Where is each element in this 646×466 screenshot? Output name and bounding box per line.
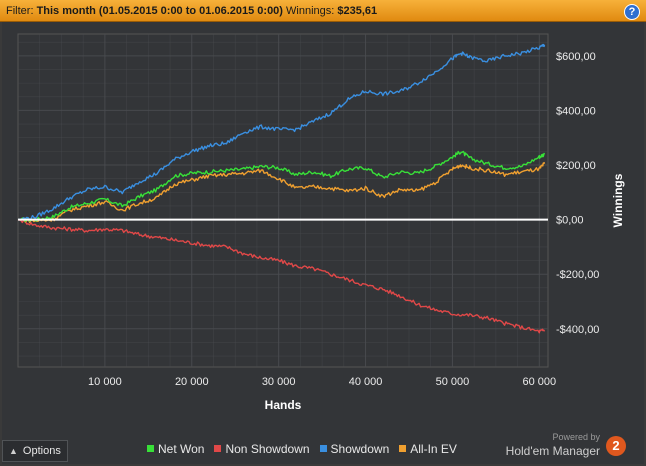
bottom-bar: ▲ Options Net Won Non Showdown Showdown All-… bbox=[2, 432, 644, 464]
legend-label: Showdown bbox=[330, 442, 390, 456]
options-label: Options bbox=[22, 445, 61, 457]
legend-swatch bbox=[399, 445, 407, 452]
brand-name: Hold'em Manager bbox=[505, 444, 600, 458]
winnings-chart: -$400,00 -$200,00 $0,00 $200,00 $400,00 $600,… bbox=[17, 33, 625, 412]
branding: Powered by Hold'em Manager 2 bbox=[502, 432, 642, 462]
powered-by-text: Powered by bbox=[552, 432, 600, 442]
series-line-net-won bbox=[18, 150, 546, 222]
y-tick-label: $400,00 bbox=[556, 105, 596, 117]
legend-label: Net Won bbox=[158, 442, 205, 456]
filter-bar: Filter: This month (01.05.2015 0:00 to 0… bbox=[0, 0, 646, 22]
legend-item[interactable]: All-In EV bbox=[399, 442, 457, 456]
x-axis-label: Hands bbox=[265, 398, 302, 412]
legend-item[interactable]: Net Won bbox=[147, 442, 204, 456]
brand-logo-icon: 2 bbox=[606, 436, 626, 456]
winnings-value: $235,61 bbox=[337, 5, 378, 17]
chevron-up-icon: ▲ bbox=[9, 446, 18, 456]
y-axis-label: Winnings bbox=[611, 173, 625, 227]
legend-label: Non Showdown bbox=[225, 442, 310, 456]
legend-swatch bbox=[147, 445, 154, 452]
filter-prefix: Filter: bbox=[6, 5, 34, 17]
filter-range: This month (01.05.2015 0:00 to 01.06.201… bbox=[36, 5, 283, 17]
graph-panel: -$400,00 -$200,00 $0,00 $200,00 $400,00 $600,… bbox=[2, 22, 644, 464]
options-button[interactable]: ▲ Options bbox=[2, 440, 68, 462]
y-tick-label: -$200,00 bbox=[556, 269, 599, 281]
series-line-all-in-ev bbox=[17, 161, 546, 224]
chart-legend: Net Won Non Showdown Showdown All-In EV bbox=[147, 442, 467, 458]
winnings-label: Winnings: bbox=[286, 5, 335, 17]
y-tick-label: -$400,00 bbox=[556, 324, 599, 336]
legend-item[interactable]: Showdown bbox=[319, 442, 390, 456]
legend-item[interactable]: Non Showdown bbox=[214, 442, 310, 456]
x-tick-label: 30 000 bbox=[262, 376, 296, 388]
x-tick-label: 20 000 bbox=[175, 376, 209, 388]
x-tick-label: 60 000 bbox=[522, 376, 556, 388]
y-tick-label: $0,00 bbox=[556, 215, 584, 227]
help-icon[interactable]: ? bbox=[624, 4, 640, 20]
x-tick-label: 40 000 bbox=[349, 376, 383, 388]
x-tick-label: 50 000 bbox=[436, 376, 470, 388]
y-tick-label: $600,00 bbox=[556, 51, 596, 63]
y-tick-label: $200,00 bbox=[556, 160, 596, 172]
x-tick-label: 10 000 bbox=[88, 376, 122, 388]
series-line-non-showdown bbox=[17, 218, 546, 334]
series-line-showdown bbox=[17, 43, 546, 221]
legend-swatch bbox=[319, 445, 327, 452]
legend-swatch bbox=[214, 445, 222, 452]
legend-label: All-In EV bbox=[410, 442, 457, 456]
